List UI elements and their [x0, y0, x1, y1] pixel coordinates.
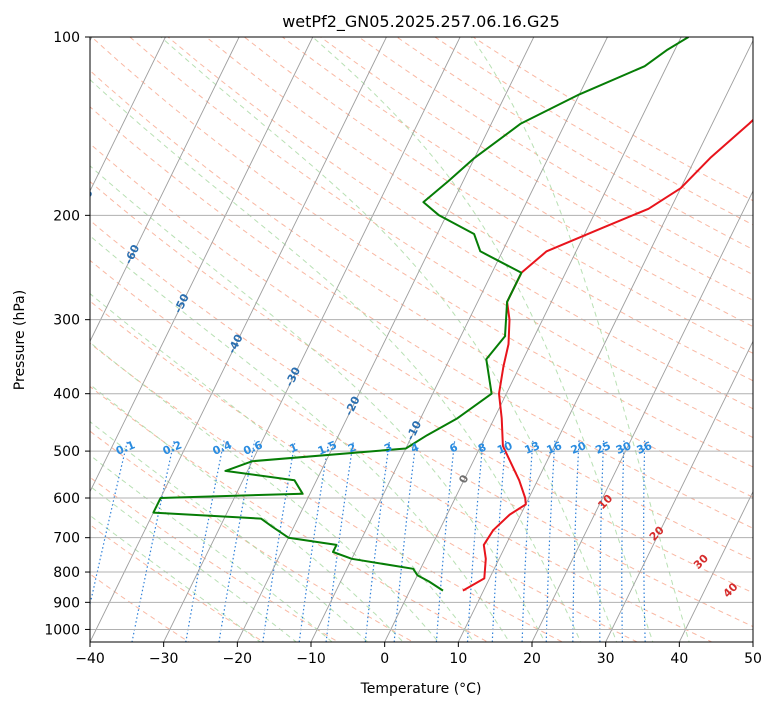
mixing-ratio-label: 20	[569, 439, 588, 457]
mixing-ratio-line	[325, 440, 355, 642]
plot-frame	[89, 36, 754, 643]
dry-adiabat-line	[129, 37, 753, 439]
isotherms	[90, 37, 753, 642]
temperature-profile	[462, 118, 753, 592]
mixing-ratio-label: 3	[382, 441, 394, 456]
dry-adiabat-line	[319, 37, 753, 301]
x-tick-label: −10	[296, 651, 326, 667]
mixing-ratio-label: 25	[594, 439, 613, 457]
x-tick-label: 20	[523, 651, 541, 667]
isotherm-line	[163, 37, 461, 642]
mixing-ratio-line	[393, 440, 417, 642]
y-tick-label: 700	[53, 531, 80, 547]
mixing-ratio-label: 1	[288, 441, 300, 456]
mixing-ratio-label: 10	[495, 439, 514, 457]
x-tick-label: −20	[223, 651, 253, 667]
mixing-ratio-line	[545, 440, 556, 642]
isotherm-line	[90, 37, 166, 193]
x-axis-label: Temperature (°C)	[360, 681, 482, 697]
y-tick-label: 800	[53, 565, 80, 581]
moist-adiabat-line	[160, 37, 618, 642]
mixing-ratio-line	[572, 440, 580, 642]
chart-title: wetPf2_GN05.2025.257.06.16.G25	[282, 12, 560, 32]
x-tick-label: 40	[670, 651, 688, 667]
dry-adiabat-line	[90, 476, 340, 642]
mixing-ratio-label: 30	[614, 439, 633, 457]
dry-adiabat-line	[90, 143, 753, 561]
x-tick-label: 0	[380, 651, 389, 667]
dry-adiabat-line	[205, 37, 753, 382]
y-tick-label: 1000	[44, 622, 80, 638]
isotherm-line	[678, 490, 753, 642]
isotherm-line	[90, 37, 387, 642]
isotherm-line	[384, 37, 682, 642]
dry-adiabat-line	[90, 259, 713, 642]
moist-adiabat-line	[90, 341, 440, 642]
dry-adiabat-line	[90, 342, 564, 642]
mixing-ratio-line	[298, 440, 330, 642]
dry-adiabat-line	[90, 219, 753, 628]
y-axis-label: Pressure (hPa)	[12, 290, 28, 390]
mixing-ratio-label: 36	[635, 439, 654, 457]
mixing-ratio-line	[521, 440, 534, 642]
mixing-ratio-line	[364, 440, 391, 642]
isotherm-line	[310, 37, 608, 642]
mixing-ratio-line	[643, 440, 646, 642]
sounding-series	[152, 37, 753, 592]
mixing-ratio-line	[435, 440, 456, 642]
x-tick-label: −30	[149, 651, 179, 667]
y-tick-label: 300	[53, 313, 80, 329]
y-tick-label: 100	[53, 30, 80, 46]
mixing-ratio-label: 8	[476, 441, 488, 456]
pressure-gridlines	[90, 37, 753, 630]
mixing-ratio-line	[599, 440, 605, 642]
mixing-ratio-line	[262, 440, 296, 642]
mixing-ratio-label: 2	[346, 441, 358, 456]
x-tick-label: 10	[449, 651, 467, 667]
mixing-ratio-line	[621, 440, 625, 642]
isotherm-line	[457, 39, 753, 642]
dewpoint-profile	[152, 37, 690, 592]
dry-adiabats	[90, 37, 753, 642]
y-tick-label: 400	[53, 387, 80, 403]
y-tick-label: 600	[53, 491, 80, 507]
x-tick-label: 30	[597, 651, 615, 667]
x-axis-ticks: −40 −30 −20 −10 0 10 20 30 40 50	[75, 642, 762, 667]
dry-adiabat-line	[90, 106, 753, 529]
isotherm-line	[236, 37, 535, 642]
dry-adiabat-line	[90, 69, 753, 498]
y-tick-label: 500	[53, 444, 80, 460]
y-axis-ticks: 100 200 300 400 500 600 700 800 900 1000	[44, 30, 90, 638]
mixing-ratio-label: 16	[545, 439, 564, 457]
dry-adiabat-line	[243, 37, 753, 354]
y-tick-label: 200	[53, 208, 80, 224]
isotherm-line	[531, 189, 753, 642]
x-tick-label: −40	[75, 651, 105, 667]
mixing-ratio-line	[466, 440, 484, 642]
y-tick-label: 900	[53, 595, 80, 611]
mixing-ratio-line	[491, 440, 507, 642]
isotherm-line	[605, 340, 753, 642]
x-tick-label: 50	[744, 651, 762, 667]
isotherm-line	[90, 37, 314, 493]
moist-adiabat-line	[90, 235, 510, 642]
mixing-ratio-label: 13	[523, 439, 542, 457]
mixing-ratio-lines	[90, 440, 646, 642]
dry-adiabat-line	[90, 430, 414, 642]
isotherm-line	[90, 37, 240, 343]
